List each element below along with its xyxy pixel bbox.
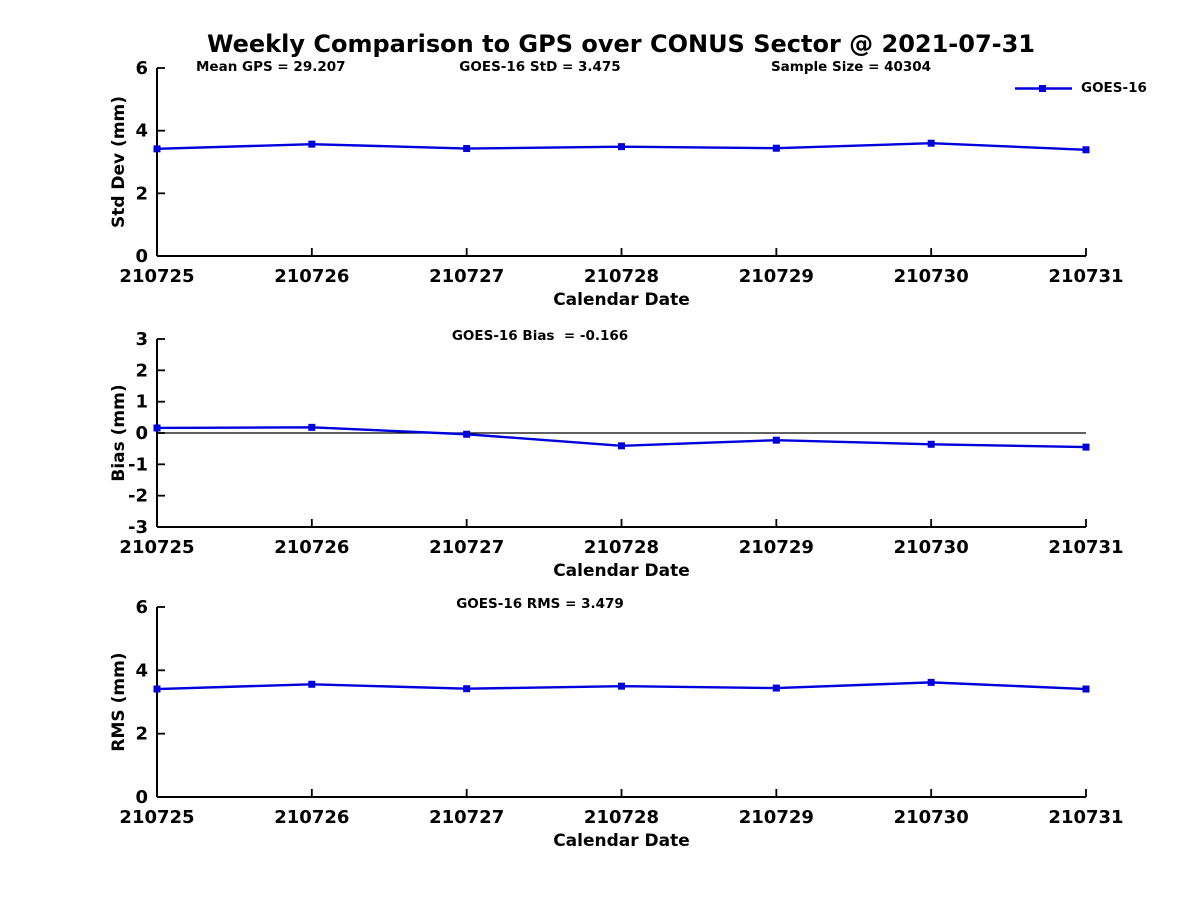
x-tick-label: 210728 bbox=[584, 807, 659, 828]
data-point-marker bbox=[618, 682, 625, 690]
x-tick-label: 210727 bbox=[429, 266, 504, 287]
data-point-marker bbox=[1082, 443, 1090, 451]
data-point-marker bbox=[618, 442, 625, 450]
x-tick-label: 210730 bbox=[894, 537, 969, 558]
y-tick-label: 2 bbox=[135, 724, 148, 745]
data-point-marker bbox=[463, 430, 471, 438]
y-tick-label: -2 bbox=[128, 486, 148, 507]
y-axis-label-std-dev: Std Dev (mm) bbox=[109, 95, 129, 229]
annotation-sample-size: Sample Size = 40304 bbox=[770, 59, 932, 75]
x-axis-label-calendar-date-2: Calendar Date bbox=[553, 561, 690, 581]
y-tick-label: 0 bbox=[135, 423, 148, 444]
x-tick-label: 210726 bbox=[274, 266, 349, 287]
y-axis-label-rms: RMS (mm) bbox=[109, 652, 129, 752]
data-point-marker bbox=[1082, 146, 1090, 154]
x-tick-label: 210728 bbox=[584, 537, 659, 558]
x-tick-label: 210730 bbox=[894, 266, 969, 287]
y-tick-label: 1 bbox=[135, 392, 148, 413]
data-point-marker bbox=[772, 436, 780, 444]
subplot-std-dev: 0 2 4 6 210725 210726 210727 210728 210729 210730… bbox=[109, 58, 1147, 310]
annotation-goes16-rms: GOES-16 RMS = 3.479 bbox=[456, 596, 624, 612]
y-tick-label: 4 bbox=[135, 660, 148, 681]
x-tick-label: 210729 bbox=[739, 266, 814, 287]
data-point-marker bbox=[153, 145, 161, 153]
data-point-marker bbox=[927, 440, 935, 448]
std-dev-plot-canvas: 0 2 4 6 210725 210726 210727 210728 210729 210730… bbox=[119, 58, 1123, 287]
x-tick-label: 210725 bbox=[119, 266, 194, 287]
data-point-marker bbox=[618, 143, 625, 151]
data-point-marker bbox=[153, 685, 161, 693]
data-point-marker bbox=[772, 144, 780, 152]
x-tick-label: 210726 bbox=[274, 807, 349, 828]
y-tick-label: 6 bbox=[135, 58, 148, 79]
rms-plot-canvas: 0 2 4 6 210725 210726 210727 210728 210729 210730… bbox=[119, 597, 1123, 828]
data-point-marker bbox=[153, 424, 161, 432]
subplot-rms: 0 2 4 6 210725 210726 210727 210728 210729 210730… bbox=[109, 596, 1124, 851]
subplot-bias: 3 2 1 0 -1 -2 -3 210725 210726 210727 210728 210729… bbox=[109, 328, 1124, 581]
x-tick-label: 210729 bbox=[739, 537, 814, 558]
x-axis-label-calendar-date-1: Calendar Date bbox=[553, 290, 690, 310]
y-tick-label: 0 bbox=[135, 246, 148, 267]
data-point-marker bbox=[927, 139, 935, 147]
data-point-marker bbox=[1082, 685, 1090, 693]
y-tick-label: 2 bbox=[135, 183, 148, 204]
annotation-mean-gps: Mean GPS = 29.207 bbox=[196, 59, 346, 75]
data-point-marker bbox=[308, 140, 316, 148]
x-tick-label: 210731 bbox=[1048, 807, 1123, 828]
y-tick-label: -1 bbox=[128, 454, 148, 475]
x-tick-label: 210731 bbox=[1048, 537, 1123, 558]
x-tick-label: 210725 bbox=[119, 537, 194, 558]
data-point-marker bbox=[927, 678, 935, 686]
annotation-goes16-std: GOES-16 StD = 3.475 bbox=[459, 59, 621, 75]
y-tick-label: 2 bbox=[135, 360, 148, 381]
x-tick-label: 210729 bbox=[739, 807, 814, 828]
y-axis-label-bias: Bias (mm) bbox=[109, 384, 129, 482]
x-tick-label: 210730 bbox=[894, 807, 969, 828]
data-point-marker bbox=[308, 680, 316, 688]
y-tick-label: 4 bbox=[135, 121, 148, 142]
legend-line-marker-icon bbox=[1015, 84, 1072, 92]
legend-label: GOES-16 bbox=[1081, 80, 1147, 96]
y-tick-label: 3 bbox=[135, 329, 148, 350]
x-tick-label: 210725 bbox=[119, 807, 194, 828]
x-tick-label: 210727 bbox=[429, 807, 504, 828]
x-tick-label: 210731 bbox=[1048, 266, 1123, 287]
x-tick-label: 210726 bbox=[274, 537, 349, 558]
data-point-marker bbox=[308, 423, 316, 431]
x-tick-label: 210727 bbox=[429, 537, 504, 558]
y-tick-label: 6 bbox=[135, 597, 148, 618]
legend: GOES-16 bbox=[1015, 80, 1147, 96]
y-tick-label: 0 bbox=[135, 787, 148, 808]
data-point-marker bbox=[772, 684, 780, 692]
x-tick-label: 210728 bbox=[584, 266, 659, 287]
data-point-marker bbox=[463, 685, 471, 693]
x-axis-label-calendar-date-3: Calendar Date bbox=[553, 831, 690, 851]
y-tick-label: -3 bbox=[128, 517, 148, 538]
data-point-marker bbox=[463, 145, 471, 153]
figure-title: Weekly Comparison to GPS over CONUS Sect… bbox=[206, 30, 1036, 58]
annotation-goes16-bias: GOES-16 Bias = -0.166 bbox=[451, 328, 629, 344]
